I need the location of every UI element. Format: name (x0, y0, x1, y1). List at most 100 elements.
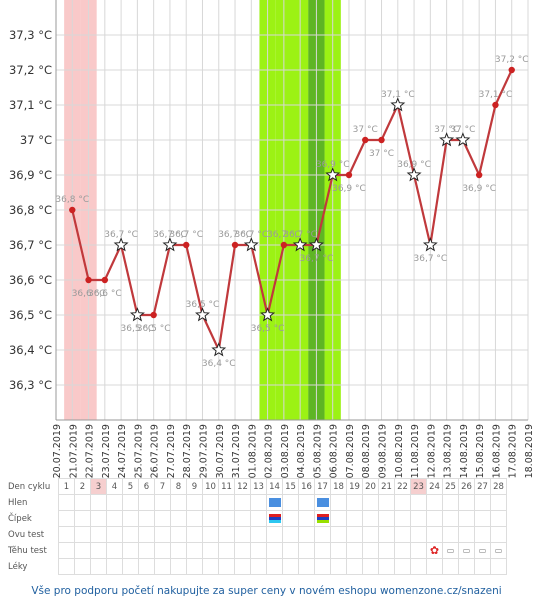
day-cell[interactable] (394, 542, 411, 559)
day-cell[interactable]: 2 (74, 478, 91, 495)
day-cell[interactable] (362, 494, 379, 511)
day-cell[interactable] (266, 558, 283, 575)
day-cell[interactable] (250, 494, 267, 511)
day-cell[interactable]: 23 (410, 478, 427, 495)
day-cell[interactable]: 19 (346, 478, 363, 495)
day-cell[interactable] (170, 558, 187, 575)
footer-promo-link[interactable]: Vše pro podporu početí nakupujte za supe… (31, 585, 502, 597)
day-cell[interactable]: 9 (186, 478, 203, 495)
day-cell[interactable] (74, 494, 91, 511)
day-cell[interactable] (186, 494, 203, 511)
day-cell[interactable] (74, 542, 91, 559)
day-cell[interactable] (154, 558, 171, 575)
day-cell[interactable] (394, 494, 411, 511)
day-cell[interactable] (90, 542, 107, 559)
day-cell[interactable] (490, 510, 507, 527)
day-cell[interactable] (58, 494, 75, 511)
day-cell[interactable] (458, 494, 475, 511)
day-cell[interactable] (394, 558, 411, 575)
day-cell[interactable] (122, 526, 139, 543)
day-cell[interactable] (170, 510, 187, 527)
day-cell[interactable]: ▭ (490, 542, 507, 559)
day-cell[interactable] (90, 494, 107, 511)
day-cell[interactable] (458, 526, 475, 543)
day-cell[interactable]: ▭ (458, 542, 475, 559)
day-cell[interactable] (426, 494, 443, 511)
day-cell[interactable] (106, 558, 123, 575)
day-cell[interactable] (282, 494, 299, 511)
day-cell[interactable] (282, 526, 299, 543)
day-cell[interactable] (458, 510, 475, 527)
day-cell[interactable] (362, 510, 379, 527)
day-cell[interactable]: 27 (474, 478, 491, 495)
day-cell[interactable] (234, 510, 251, 527)
day-cell[interactable] (186, 558, 203, 575)
day-cell[interactable] (474, 510, 491, 527)
day-cell[interactable] (314, 558, 331, 575)
day-cell[interactable]: 13 (250, 478, 267, 495)
day-cell[interactable] (298, 542, 315, 559)
day-cell[interactable]: 5 (122, 478, 139, 495)
day-cell[interactable] (378, 542, 395, 559)
day-cell[interactable] (266, 542, 283, 559)
day-cell[interactable] (410, 494, 427, 511)
day-cell[interactable] (282, 542, 299, 559)
day-cell[interactable]: ▭ (474, 542, 491, 559)
day-cell[interactable] (474, 494, 491, 511)
day-cell[interactable] (186, 526, 203, 543)
day-cell[interactable]: 6 (138, 478, 155, 495)
day-cell[interactable] (282, 558, 299, 575)
day-cell[interactable] (314, 542, 331, 559)
day-cell[interactable] (442, 510, 459, 527)
day-cell[interactable] (282, 510, 299, 527)
day-cell[interactable]: 12 (234, 478, 251, 495)
day-cell[interactable] (90, 510, 107, 527)
day-cell[interactable] (138, 494, 155, 511)
day-cell[interactable] (346, 510, 363, 527)
day-cell[interactable] (362, 542, 379, 559)
day-cell[interactable] (154, 494, 171, 511)
day-cell[interactable]: 7 (154, 478, 171, 495)
day-cell[interactable]: 15 (282, 478, 299, 495)
day-cell[interactable] (74, 526, 91, 543)
day-cell[interactable] (122, 542, 139, 559)
day-cell[interactable] (170, 526, 187, 543)
day-cell[interactable] (106, 494, 123, 511)
day-cell[interactable] (234, 494, 251, 511)
day-cell[interactable] (202, 510, 219, 527)
day-cell[interactable] (490, 558, 507, 575)
day-cell[interactable] (490, 526, 507, 543)
day-cell[interactable] (186, 510, 203, 527)
day-cell[interactable] (250, 510, 267, 527)
day-cell[interactable]: 22 (394, 478, 411, 495)
day-cell[interactable] (474, 526, 491, 543)
day-cell[interactable] (266, 526, 283, 543)
day-cell[interactable] (202, 542, 219, 559)
day-cell[interactable]: 20 (362, 478, 379, 495)
day-cell[interactable] (202, 494, 219, 511)
day-cell[interactable] (234, 558, 251, 575)
day-cell[interactable]: 3 (90, 478, 107, 495)
day-cell[interactable]: 17 (314, 478, 331, 495)
day-cell[interactable] (170, 494, 187, 511)
day-cell[interactable] (330, 558, 347, 575)
day-cell[interactable] (426, 558, 443, 575)
day-cell[interactable]: 8 (170, 478, 187, 495)
day-cell[interactable] (458, 558, 475, 575)
day-cell[interactable] (442, 526, 459, 543)
day-cell[interactable] (122, 494, 139, 511)
day-cell[interactable] (122, 558, 139, 575)
day-cell[interactable] (394, 526, 411, 543)
day-cell[interactable] (74, 510, 91, 527)
day-cell[interactable] (154, 542, 171, 559)
day-cell[interactable] (346, 542, 363, 559)
day-cell[interactable] (58, 542, 75, 559)
day-cell[interactable] (218, 526, 235, 543)
day-cell[interactable] (314, 526, 331, 543)
day-cell[interactable] (394, 510, 411, 527)
day-cell[interactable] (346, 558, 363, 575)
day-cell[interactable]: ✿ (426, 542, 443, 559)
day-cell[interactable] (202, 526, 219, 543)
day-cell[interactable]: 14 (266, 478, 283, 495)
day-cell[interactable]: 28 (490, 478, 507, 495)
